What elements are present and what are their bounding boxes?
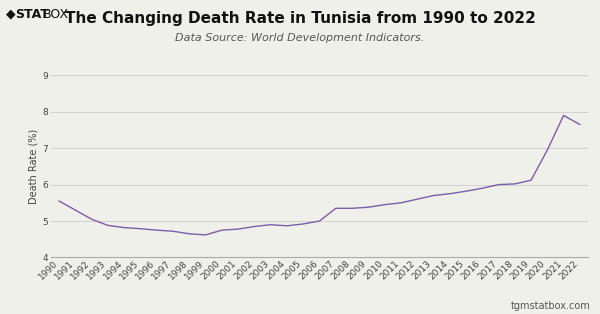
Tunisia (332, 206, 340, 210)
Tunisia (576, 123, 583, 127)
Tunisia (381, 203, 388, 207)
Tunisia (446, 192, 453, 196)
Tunisia (397, 201, 404, 205)
Tunisia (186, 232, 193, 236)
Tunisia (137, 227, 144, 230)
Tunisia (88, 217, 95, 221)
Tunisia (430, 194, 437, 198)
Tunisia (72, 208, 79, 212)
Tunisia (218, 228, 226, 232)
Text: tgmstatbox.com: tgmstatbox.com (511, 301, 591, 311)
Tunisia (104, 224, 112, 227)
Tunisia (121, 226, 128, 230)
Tunisia (527, 178, 535, 182)
Tunisia (283, 224, 290, 228)
Text: BOX: BOX (43, 8, 69, 21)
Tunisia (495, 183, 502, 187)
Tunisia (544, 148, 551, 152)
Tunisia (316, 219, 323, 223)
Tunisia (251, 225, 258, 228)
Tunisia (560, 114, 567, 117)
Tunisia (56, 199, 63, 203)
Text: The Changing Death Rate in Tunisia from 1990 to 2022: The Changing Death Rate in Tunisia from … (65, 11, 535, 26)
Tunisia (235, 227, 242, 231)
Tunisia (299, 222, 307, 226)
Tunisia (463, 189, 470, 193)
Tunisia (202, 233, 209, 237)
Y-axis label: Death Rate (%): Death Rate (%) (28, 129, 38, 204)
Text: STAT: STAT (15, 8, 49, 21)
Tunisia (479, 187, 486, 190)
Text: ◆: ◆ (6, 8, 20, 21)
Text: Data Source: World Development Indicators.: Data Source: World Development Indicator… (175, 33, 425, 43)
Tunisia (267, 223, 274, 227)
Tunisia (153, 228, 160, 232)
Tunisia (365, 205, 372, 209)
Line: Tunisia: Tunisia (59, 116, 580, 235)
Tunisia (349, 206, 356, 210)
Tunisia (169, 229, 176, 233)
Tunisia (413, 197, 421, 201)
Tunisia (511, 182, 518, 186)
